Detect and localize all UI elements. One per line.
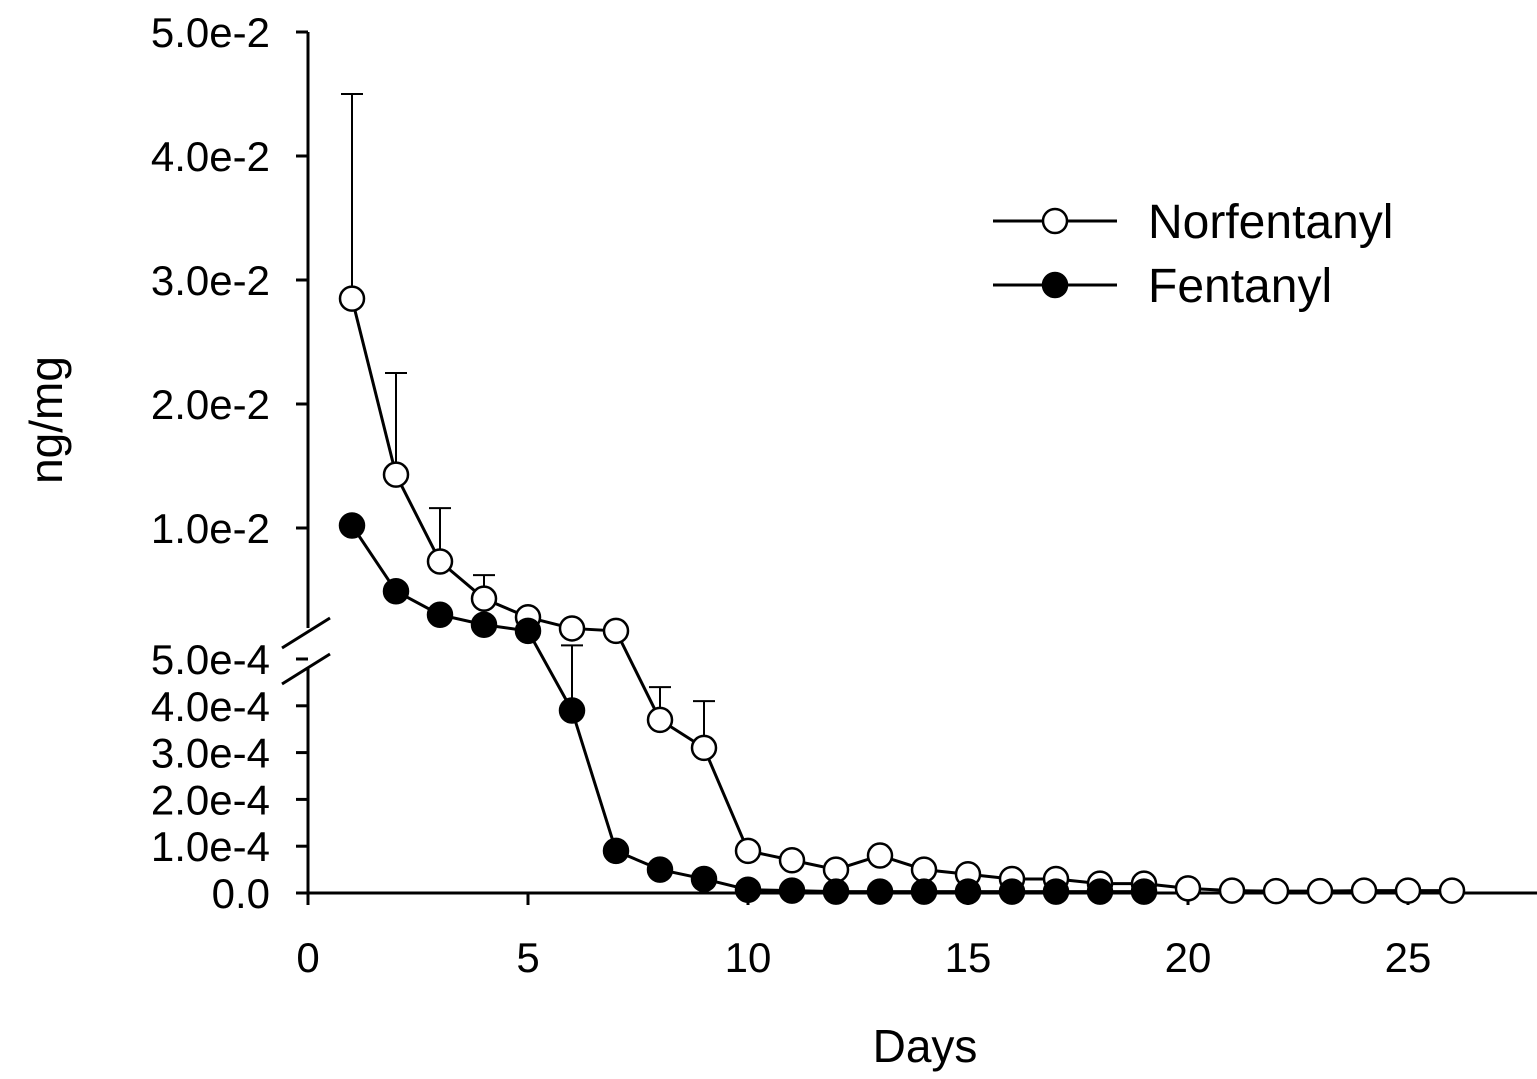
fentanyl-point — [646, 856, 674, 883]
y-tick-label: 4.0e-4 — [151, 683, 270, 730]
axes — [281, 30, 1537, 905]
y-tick-label: 3.0e-4 — [151, 730, 270, 777]
norfentanyl-point — [382, 461, 410, 488]
fentanyl-point — [1130, 878, 1158, 905]
legend-marker-fentanyl — [1041, 271, 1069, 299]
norfentanyl-point — [1306, 877, 1334, 905]
y-tick-label: 2.0e-2 — [151, 381, 270, 428]
norfentanyl-point — [866, 842, 894, 869]
y-tick-label: 4.0e-2 — [151, 133, 270, 180]
y-tick-label: 1.0e-4 — [151, 823, 270, 870]
fentanyl-point — [602, 837, 630, 865]
norfentanyl-point — [1350, 877, 1378, 904]
norfentanyl-point — [734, 837, 762, 865]
norfentanyl-point — [338, 285, 366, 312]
y-tick-label: 0.0 — [212, 870, 270, 917]
fentanyl-point — [382, 577, 410, 605]
fentanyl-point — [1086, 878, 1114, 905]
fentanyl-point — [514, 617, 542, 645]
norfentanyl-point — [602, 617, 630, 645]
y-tick-label: 5.0e-2 — [151, 9, 270, 56]
fentanyl-line — [350, 524, 1144, 894]
norfentanyl-point — [910, 856, 938, 883]
y-tick-label: 1.0e-2 — [151, 505, 270, 552]
fentanyl-point — [734, 876, 762, 903]
y-tick-label: 2.0e-4 — [151, 776, 270, 823]
x-tick-label: 15 — [945, 934, 992, 981]
error-bars — [341, 93, 715, 748]
norfentanyl-point — [822, 856, 850, 883]
fentanyl-point — [338, 512, 366, 539]
y-tick-label: 3.0e-2 — [151, 257, 270, 304]
fentanyl-point — [426, 601, 454, 629]
fentanyl-point — [866, 878, 894, 905]
norfentanyl-line — [350, 298, 1452, 893]
x-tick-label: 0 — [296, 934, 319, 981]
norfentanyl-point — [1262, 877, 1290, 905]
y-tick-label: 5.0e-4 — [151, 636, 270, 683]
norfentanyl-point — [558, 615, 586, 642]
fentanyl-point — [910, 878, 938, 905]
fentanyl-point — [690, 865, 718, 893]
fentanyl-point — [1042, 878, 1070, 905]
norfentanyl-point — [1438, 877, 1466, 904]
fentanyl-point — [822, 878, 850, 905]
fentanyl-point — [998, 878, 1026, 905]
legend-marker-norfentanyl — [1041, 207, 1069, 235]
norfentanyl-point — [470, 585, 498, 612]
x-tick-label: 5 — [516, 934, 539, 981]
series-lines — [350, 298, 1452, 894]
legend-label-fentanyl: Fentanyl — [1148, 260, 1332, 313]
fentanyl-point — [778, 877, 806, 904]
axis-break-mark — [281, 616, 331, 650]
norfentanyl-point — [426, 548, 454, 575]
fentanyl-point — [558, 697, 586, 724]
data-points — [338, 285, 1466, 905]
norfentanyl-point — [646, 706, 674, 734]
norfentanyl-point — [1218, 877, 1246, 904]
y-axis-title: ng/mg — [20, 356, 72, 484]
norfentanyl-point — [778, 846, 806, 874]
norfentanyl-point — [690, 734, 718, 762]
legend: Norfentanyl Fentanyl — [993, 196, 1393, 313]
legend-label-norfentanyl: Norfentanyl — [1148, 196, 1393, 249]
x-axis-title: Days — [873, 1020, 978, 1072]
x-tick-label: 10 — [725, 934, 772, 981]
x-tick-label: 25 — [1385, 934, 1432, 981]
x-tick-label: 20 — [1165, 934, 1212, 981]
fentanyl-point — [470, 611, 498, 638]
fentanyl-point — [954, 878, 982, 905]
norfentanyl-point — [1174, 875, 1202, 902]
tick-labels: 0.01.0e-42.0e-43.0e-44.0e-45.0e-4 1.0e-2 2… — [151, 9, 1431, 981]
norfentanyl-point — [1394, 877, 1422, 904]
axis-break-mark — [281, 652, 331, 686]
